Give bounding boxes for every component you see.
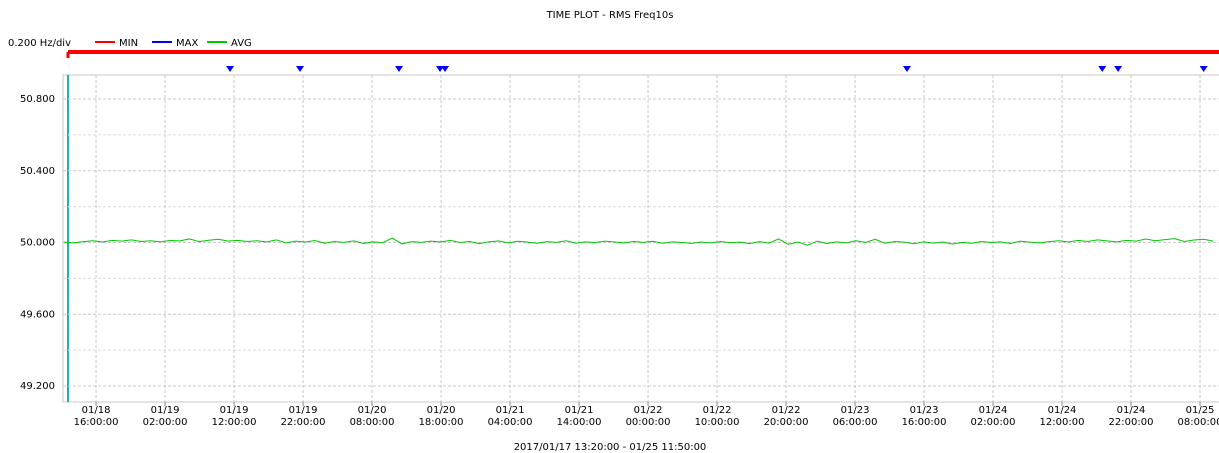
legend-label: AVG xyxy=(231,38,252,49)
y-tick-label: 49.600 xyxy=(20,309,55,320)
x-tick-label: 01/24 22:00:00 xyxy=(1108,405,1154,428)
max-marker xyxy=(395,66,404,72)
x-tick-label: 01/18 16:00:00 xyxy=(73,405,119,428)
x-tick-label: 01/20 08:00:00 xyxy=(349,405,395,428)
max-marker xyxy=(441,66,450,72)
y-tick-label: 50.400 xyxy=(20,166,55,177)
chart-title: TIME PLOT - RMS Freq10s xyxy=(546,10,674,21)
y-tick-label: 50.000 xyxy=(20,238,55,249)
x-tick-label: 01/19 02:00:00 xyxy=(142,405,188,428)
x-tick-label: 01/25 08:00:00 xyxy=(1177,405,1219,428)
x-tick-label: 01/24 12:00:00 xyxy=(1039,405,1085,428)
legend-label: MAX xyxy=(176,38,198,49)
max-marker xyxy=(902,66,911,72)
x-tick-label: 01/19 12:00:00 xyxy=(211,405,257,428)
y-tick-label: 49.200 xyxy=(20,381,55,392)
max-marker xyxy=(1114,66,1123,72)
time-range: 2017/01/17 13:20:00 - 01/25 11:50:00 xyxy=(514,442,707,453)
legend-label: MIN xyxy=(119,38,138,49)
x-tick-label: 01/21 14:00:00 xyxy=(556,405,602,428)
max-marker xyxy=(296,66,305,72)
x-tick-label: 01/19 22:00:00 xyxy=(280,405,326,428)
max-marker xyxy=(436,66,445,72)
x-tick-label: 01/20 18:00:00 xyxy=(418,405,464,428)
x-tick-label: 01/22 10:00:00 xyxy=(694,405,740,428)
plot-frame xyxy=(62,74,1219,403)
x-tick-label: 01/23 06:00:00 xyxy=(832,405,878,428)
max-marker xyxy=(1199,66,1208,72)
data-line xyxy=(63,237,1214,246)
y-tick-label: 50.800 xyxy=(20,94,55,105)
x-tick-label: 01/24 02:00:00 xyxy=(970,405,1016,428)
max-marker xyxy=(226,66,235,72)
max-marker xyxy=(1098,66,1107,72)
x-tick-label: 01/21 04:00:00 xyxy=(487,405,533,428)
x-tick-label: 01/22 20:00:00 xyxy=(763,405,809,428)
scale-label: 0.200 Hz/div xyxy=(8,38,71,49)
x-tick-label: 01/23 16:00:00 xyxy=(901,405,947,428)
x-tick-label: 01/22 00:00:00 xyxy=(625,405,671,428)
